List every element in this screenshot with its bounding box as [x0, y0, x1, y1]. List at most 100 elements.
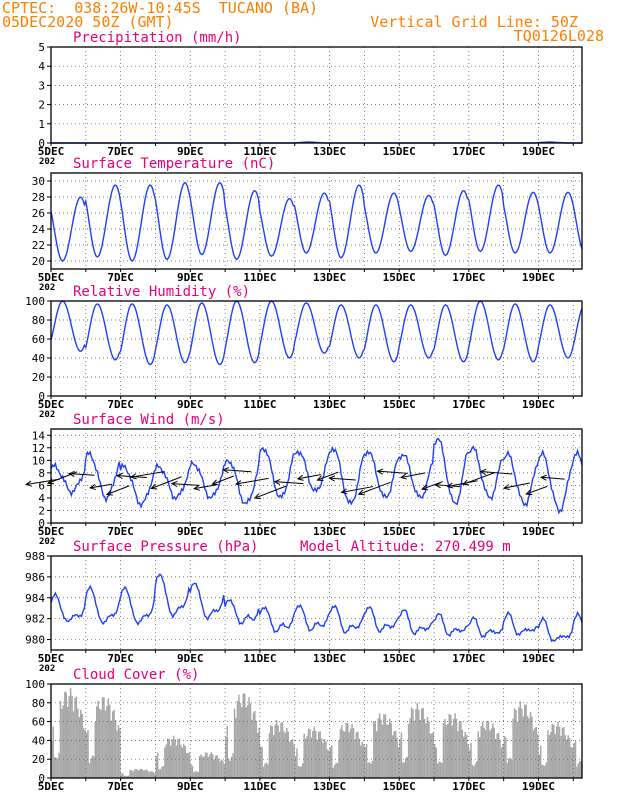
cloud-bar: [545, 762, 548, 778]
x-tick-label: 11DEC: [243, 780, 276, 793]
wind-arrowhead: [340, 488, 348, 495]
cloud-bar: [228, 758, 230, 778]
y-tick-label: 8: [38, 467, 45, 480]
cloud-bar: [557, 721, 559, 778]
cloud-bar: [551, 723, 554, 778]
y-tick-label: 988: [25, 550, 45, 563]
wind-arrow: [223, 469, 252, 473]
cloud-bar: [213, 759, 215, 778]
cloud-bar: [423, 719, 426, 778]
cloud-bar: [444, 719, 446, 778]
x-tick-label: 11DEC: [243, 145, 276, 158]
cloud-bar: [206, 752, 208, 778]
cloud-bar: [567, 735, 569, 778]
cloud-bar: [566, 739, 568, 778]
cloud-bar: [422, 707, 424, 778]
cloud-bar: [449, 714, 452, 778]
cloud-bar: [313, 726, 316, 778]
cloud-bar: [149, 771, 152, 778]
wind-arrow: [212, 475, 234, 485]
cloud-bar: [130, 770, 133, 778]
cloud-bar: [389, 718, 391, 778]
cloud-bar: [306, 736, 308, 778]
cloud-bar: [400, 732, 403, 778]
cloud-bar: [288, 741, 291, 778]
cloud-bar: [275, 720, 278, 778]
cloud-bar: [496, 733, 498, 778]
wind-arrow: [400, 472, 426, 478]
wind-arrow: [106, 485, 130, 495]
cloud-bar: [419, 720, 422, 778]
x-tick-label: 17DEC: [452, 145, 485, 158]
x-tick-label: 13DEC: [313, 398, 346, 411]
cloud-bar: [537, 734, 539, 778]
cloud-bar: [367, 762, 369, 778]
cloud-bar: [386, 724, 388, 778]
cloud-bar: [103, 697, 105, 778]
cloud-bar: [294, 756, 297, 778]
x-tick-label: 5DEC: [38, 525, 65, 538]
x-tick-label: 11DEC: [243, 652, 276, 665]
cloud-bar: [180, 744, 182, 778]
wind-arrow: [90, 483, 113, 489]
cloud-bar: [316, 739, 318, 778]
cloud-bar: [396, 737, 398, 778]
cloud-bar: [249, 703, 252, 778]
cloud-bar: [55, 757, 57, 778]
cloud-bar: [286, 728, 288, 778]
cloud-bar: [361, 741, 363, 778]
wind-arrowhead: [24, 480, 33, 487]
y-tick-label: 0: [38, 772, 45, 785]
cloud-bar: [116, 730, 118, 778]
wind-arrowhead: [296, 474, 304, 481]
cloud-bar: [296, 748, 298, 778]
x-tick-label: 9DEC: [177, 271, 204, 284]
cloud-bar: [522, 716, 525, 778]
header-location: CPTEC: 038:26W-10:45S TUCANO (BA): [2, 0, 319, 17]
panel-title: Precipitation (mm/h): [73, 30, 242, 46]
cloud-bar: [270, 725, 272, 778]
cloud-bar: [375, 731, 378, 778]
cloud-bar: [259, 746, 262, 778]
cloud-bar: [378, 713, 381, 778]
cloud-bar: [172, 735, 175, 778]
cloud-bar: [560, 735, 562, 778]
cloud-bar: [185, 753, 188, 778]
cloud-bar: [98, 708, 101, 778]
x-tick-label: 17DEC: [452, 271, 485, 284]
cloud-bar: [434, 743, 436, 778]
y-tick-label: 60: [32, 716, 45, 729]
cloud-bar: [515, 709, 517, 778]
cloud-bar: [461, 729, 464, 778]
y-tick-label: 0: [38, 390, 45, 403]
cloud-bar: [555, 726, 558, 778]
cloud-bar: [265, 762, 268, 778]
x-tick-label: 5DEC: [38, 398, 65, 411]
cloud-bar: [97, 700, 99, 778]
x-tick-label: 7DEC: [107, 525, 134, 538]
cloud-bar: [301, 763, 304, 778]
cloud-bar: [407, 724, 410, 778]
wind-arrow: [171, 483, 200, 486]
cloud-bar: [188, 752, 191, 778]
cloud-bar: [252, 712, 255, 778]
cloud-bar: [66, 706, 69, 778]
cloud-bar: [542, 765, 545, 778]
cloud-bar: [283, 731, 285, 778]
cloud-bar: [521, 708, 523, 778]
cloud-bar: [277, 725, 279, 778]
cloud-bar: [230, 756, 233, 778]
cloud-bar: [156, 752, 159, 778]
wind-arrow: [503, 482, 530, 489]
series-line: [50, 437, 583, 515]
cloud-bar: [329, 747, 332, 778]
cloud-bar: [471, 765, 474, 778]
cloud-bar: [518, 707, 520, 778]
cloud-bar: [82, 728, 85, 778]
header-model-id: TQ0126L028: [513, 27, 604, 45]
cloud-bar: [499, 739, 501, 778]
cloud-bar: [390, 723, 392, 778]
cloud-bar: [226, 725, 229, 778]
cloud-bar: [183, 743, 185, 778]
cloud-bar: [438, 761, 440, 778]
